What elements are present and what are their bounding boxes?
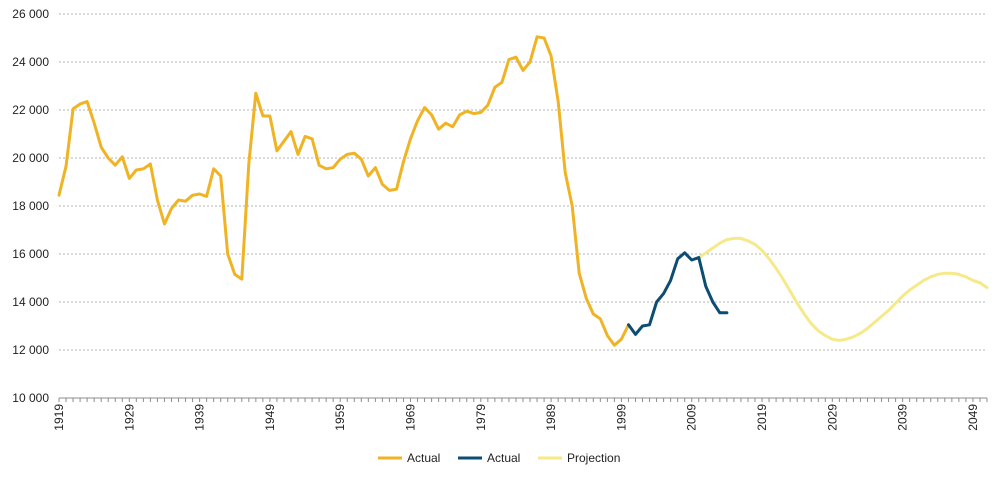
y-tick-label: 14 000	[12, 295, 49, 309]
x-axis: 1919 1929 1939 1949 1959 1969 1979 1989 1999 2009…	[52, 397, 988, 431]
x-tick-label: 2049	[966, 404, 980, 431]
x-tick-label: 1959	[333, 404, 347, 431]
legend: Actual Actual Projection	[378, 451, 620, 465]
series-line-1	[57, 35, 630, 347]
y-axis: 10 000 12 000 14 000 16 000 18 000 20 000 22 0…	[12, 7, 49, 405]
x-tick-label: 1949	[263, 404, 277, 431]
legend-label: Actual	[487, 451, 520, 465]
y-tick-label: 22 000	[12, 103, 49, 117]
y-tick-label: 26 000	[12, 7, 49, 21]
legend-label: Actual	[407, 451, 440, 465]
x-tick-label: 1989	[544, 404, 558, 431]
x-tick-label: 1939	[193, 404, 207, 431]
legend-label: Projection	[567, 451, 620, 465]
x-tick-label: 2019	[755, 404, 769, 431]
y-tick-label: 20 000	[12, 151, 49, 165]
y-tick-label: 16 000	[12, 247, 49, 261]
y-tick-label: 24 000	[12, 55, 49, 69]
series-line-2	[627, 251, 729, 336]
x-tick-label: 1969	[404, 404, 418, 431]
x-tick-label: 1929	[122, 404, 136, 431]
x-tick-label: 2009	[685, 404, 699, 431]
y-tick-label: 18 000	[12, 199, 49, 213]
x-tick-label: 1979	[474, 404, 488, 431]
x-tick-label: 2039	[896, 404, 910, 431]
x-tick-label: 2029	[825, 404, 839, 431]
x-tick-label: 1999	[614, 404, 628, 431]
y-tick-label: 10 000	[12, 391, 49, 405]
series-lines	[57, 35, 989, 347]
y-tick-label: 12 000	[12, 343, 49, 357]
gridlines	[59, 13, 987, 351]
series-line-3	[697, 236, 989, 342]
x-tick-label: 1919	[52, 404, 66, 431]
